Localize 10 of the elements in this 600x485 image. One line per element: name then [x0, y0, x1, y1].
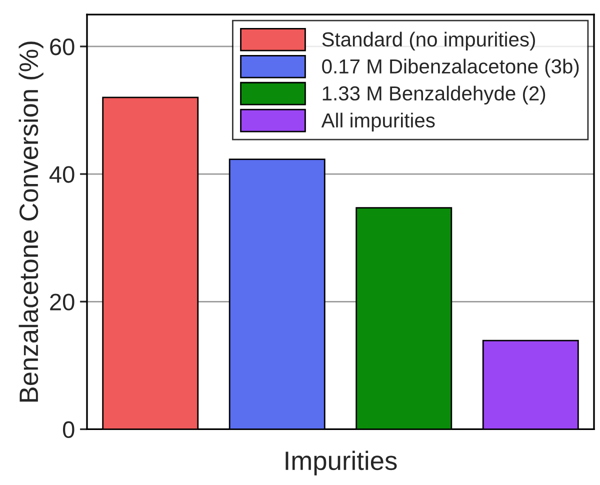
y-axis-title: Benzalacetone Conversion (%) [18, 42, 44, 402]
y-tick-label: 20 [50, 294, 74, 310]
y-tick-label: 0 [62, 421, 74, 438]
legend-label: Standard (no impurities) [322, 32, 535, 51]
y-tick-label: 40 [49, 166, 74, 183]
x-axis-title: Impurities [286, 450, 397, 476]
legend-label: 0.17 M Dibenzalacetone (3b) [322, 58, 579, 78]
y-tick-label: 60 [50, 38, 74, 56]
legend-label: All impurities [321, 112, 435, 132]
legend-label: 1.33 M Benzaldehyde (2) [322, 86, 546, 105]
